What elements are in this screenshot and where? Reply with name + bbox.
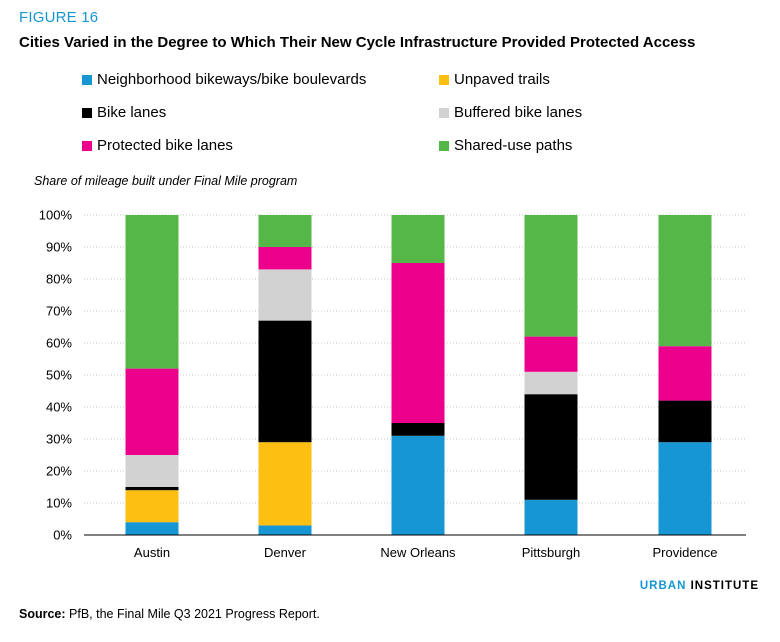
legend-item-bike-lanes: Bike lanes (82, 104, 166, 121)
urban-institute-logo: URBAN INSTITUTE (640, 580, 759, 592)
legend-item-protected-bike-lanes: Protected bike lanes (82, 137, 233, 154)
y-tick-label: 10% (46, 496, 72, 511)
legend-swatch (439, 140, 449, 151)
bar-segment (658, 215, 712, 347)
bar-segment (658, 346, 712, 401)
bar-segment (258, 247, 312, 270)
bar-segment (658, 400, 712, 443)
y-tick-label: 40% (46, 400, 72, 415)
y-tick-label: 30% (46, 432, 72, 447)
bar-segment (391, 423, 445, 436)
y-tick-label: 50% (46, 368, 72, 383)
bar-segment (391, 263, 445, 423)
bar-segment (524, 394, 578, 500)
bar-segment (258, 215, 312, 247)
legend-item-neighborhood-bikeways: Neighborhood bikeways/bike boulevards (82, 71, 366, 88)
y-tick-label: 80% (46, 272, 72, 287)
bar-segment (524, 336, 578, 372)
x-tick-label: Providence (652, 545, 717, 560)
brand-part1: URBAN (639, 580, 687, 592)
bar-segment (258, 269, 312, 321)
bar-segment (258, 442, 312, 526)
source-text: PfB, the Final Mile Q3 2021 Progress Rep… (69, 607, 320, 621)
x-tick-label: Austin (134, 545, 170, 560)
y-axis-title: Share of mileage built under Final Mile … (34, 174, 298, 188)
chart-title: Cities Varied in the Degree to Which The… (19, 34, 696, 51)
source-label: Source: (19, 607, 66, 621)
x-tick-label: Pittsburgh (522, 545, 581, 560)
stacked-bar-chart: 0% 10% 20% 30% 40% 50% 60% 70% 80% 90% 100% Austin D… (39, 208, 746, 560)
legend-item-shared-use-paths: Shared-use paths (439, 137, 572, 154)
legend-swatch (82, 140, 92, 151)
legend-label: Unpaved trails (454, 71, 550, 88)
legend-swatch (439, 74, 449, 85)
bar-segment (125, 215, 179, 369)
bar-segment (391, 215, 445, 263)
bar-segment (125, 455, 179, 487)
legend-label: Buffered bike lanes (454, 104, 583, 121)
figure-label: FIGURE 16 (19, 9, 99, 26)
legend-swatch (82, 74, 92, 85)
y-tick-label: 60% (46, 336, 72, 351)
legend-label: Protected bike lanes (97, 137, 233, 154)
bar-segment (258, 525, 312, 535)
bar-segment (524, 215, 578, 337)
legend-item-buffered-bike-lanes: Buffered bike lanes (439, 104, 582, 121)
legend-label: Bike lanes (97, 104, 167, 121)
legend-item-unpaved-trails: Unpaved trails (439, 71, 550, 88)
legend-swatch (439, 107, 449, 118)
legend-label: Shared-use paths (454, 137, 573, 154)
bar-segment (658, 442, 712, 535)
brand-part2: INSTITUTE (690, 580, 759, 592)
x-tick-label: Denver (264, 545, 307, 560)
bar-segment (125, 490, 179, 523)
x-tick-label: New Orleans (380, 545, 456, 560)
chart-legend: Neighborhood bikeways/bike boulevards Un… (82, 71, 702, 161)
source-note: Source: PfB, the Final Mile Q3 2021 Prog… (19, 607, 320, 621)
legend-label: Neighborhood bikeways/bike boulevards (97, 71, 367, 88)
legend-swatch (82, 107, 92, 118)
y-tick-label: 70% (46, 304, 72, 319)
bar-segment (125, 368, 179, 455)
bar-segment (524, 499, 578, 535)
y-tick-label: 100% (39, 208, 73, 223)
bar-segment (125, 522, 179, 535)
bar-segment (258, 320, 312, 443)
bar-segment (125, 487, 179, 491)
bar-segment (524, 371, 578, 395)
y-tick-label: 90% (46, 240, 72, 255)
y-tick-label: 20% (46, 464, 72, 479)
bar-segment (391, 435, 445, 535)
y-tick-label: 0% (53, 528, 72, 543)
